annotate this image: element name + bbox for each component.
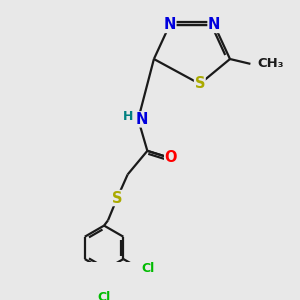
Text: O: O: [165, 150, 177, 165]
Text: N: N: [208, 17, 220, 32]
Text: CH₃: CH₃: [257, 57, 284, 70]
Text: S: S: [195, 76, 205, 92]
Text: S: S: [112, 190, 122, 206]
Text: H: H: [123, 110, 134, 123]
Text: N: N: [164, 17, 176, 32]
Text: Cl: Cl: [142, 262, 155, 275]
Text: Cl: Cl: [98, 291, 111, 300]
Text: N: N: [136, 112, 148, 127]
